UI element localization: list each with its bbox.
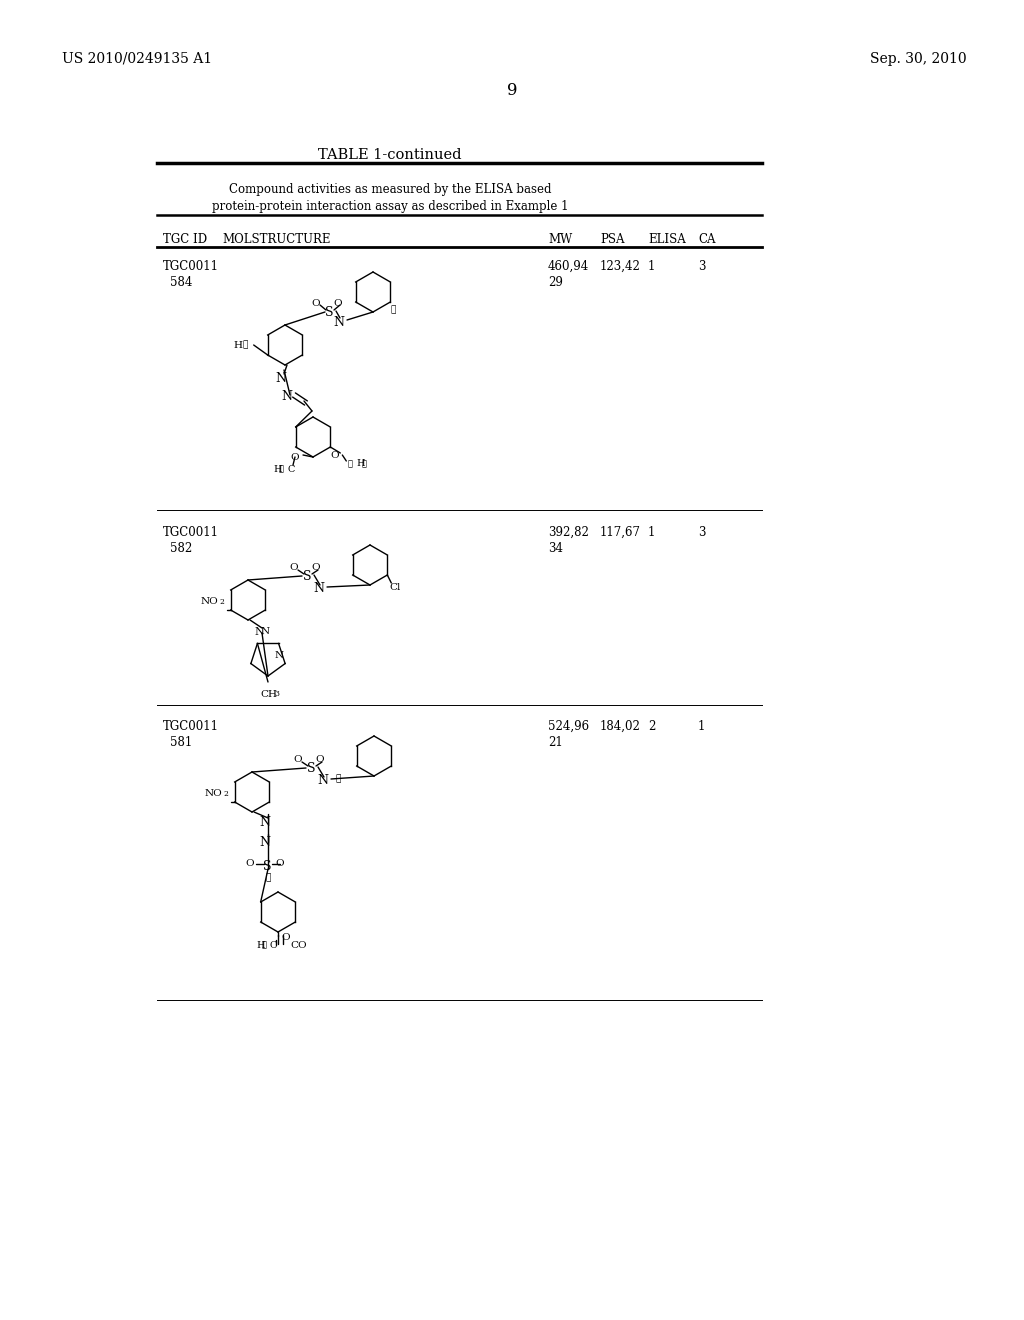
Text: S: S	[307, 763, 315, 776]
Text: S: S	[303, 570, 311, 583]
Text: C: C	[270, 940, 278, 949]
Text: O: O	[334, 298, 342, 308]
Text: 3: 3	[698, 525, 706, 539]
Text: 9: 9	[507, 82, 517, 99]
Text: 584: 584	[170, 276, 193, 289]
Text: 2: 2	[648, 719, 655, 733]
Text: 3: 3	[698, 260, 706, 273]
Text: S: S	[325, 306, 333, 319]
Text: 582: 582	[170, 543, 193, 554]
Text: ☉: ☉	[335, 775, 341, 784]
Text: TGC0011: TGC0011	[163, 719, 219, 733]
Text: O: O	[315, 755, 325, 764]
Text: O: O	[330, 451, 339, 461]
Text: ☉: ☉	[361, 459, 367, 469]
Text: Cl: Cl	[389, 582, 400, 591]
Text: S: S	[263, 861, 271, 874]
Text: 123,42: 123,42	[600, 260, 641, 273]
Text: NO: NO	[205, 789, 222, 799]
Text: O: O	[311, 564, 321, 573]
Text: ☉: ☉	[261, 941, 266, 949]
Text: ☉: ☉	[265, 874, 270, 883]
Text: TABLE 1-continued: TABLE 1-continued	[318, 148, 462, 162]
Text: NO: NO	[201, 598, 218, 606]
Text: N: N	[313, 582, 325, 595]
Text: N: N	[274, 651, 284, 660]
Text: CO: CO	[290, 940, 306, 949]
Text: 460,94: 460,94	[548, 260, 589, 273]
Text: TGC0011: TGC0011	[163, 260, 219, 273]
Text: ELISA: ELISA	[648, 234, 686, 246]
Text: ☉: ☉	[243, 341, 249, 350]
Text: N: N	[259, 836, 270, 849]
Text: 524,96: 524,96	[548, 719, 589, 733]
Text: ☉: ☉	[390, 305, 396, 314]
Text: O: O	[291, 454, 299, 462]
Text: 1: 1	[698, 719, 706, 733]
Text: 3: 3	[274, 690, 279, 698]
Text: N: N	[282, 391, 293, 404]
Text: TGC ID: TGC ID	[163, 234, 207, 246]
Text: 1: 1	[648, 525, 655, 539]
Text: protein-protein interaction assay as described in Example 1: protein-protein interaction assay as des…	[212, 201, 568, 213]
Text: MOLSTRUCTURE: MOLSTRUCTURE	[222, 234, 331, 246]
Text: Compound activities as measured by the ELISA based: Compound activities as measured by the E…	[228, 183, 551, 195]
Text: C: C	[288, 465, 295, 474]
Text: PSA: PSA	[600, 234, 625, 246]
Text: O: O	[281, 933, 290, 942]
Text: CH: CH	[260, 690, 278, 700]
Text: ☉: ☉	[348, 459, 353, 469]
Text: N: N	[259, 816, 270, 829]
Text: N: N	[275, 371, 287, 384]
Text: 21: 21	[548, 737, 563, 748]
Text: Sep. 30, 2010: Sep. 30, 2010	[870, 51, 967, 66]
Text: 392,82: 392,82	[548, 525, 589, 539]
Text: H: H	[356, 459, 365, 469]
Text: 29: 29	[548, 276, 563, 289]
Text: O: O	[294, 755, 302, 764]
Text: H: H	[233, 341, 243, 350]
Text: N: N	[334, 315, 344, 329]
Text: US 2010/0249135 A1: US 2010/0249135 A1	[62, 51, 212, 66]
Text: O: O	[275, 859, 285, 869]
Text: N: N	[254, 627, 264, 638]
Text: H: H	[256, 940, 264, 949]
Text: N: N	[317, 775, 329, 788]
Text: CA: CA	[698, 234, 716, 246]
Text: 34: 34	[548, 543, 563, 554]
Text: TGC0011: TGC0011	[163, 525, 219, 539]
Text: N: N	[260, 627, 269, 636]
Text: O: O	[311, 298, 321, 308]
Text: 117,67: 117,67	[600, 525, 641, 539]
Text: ☉: ☉	[279, 465, 284, 473]
Text: O: O	[246, 859, 254, 869]
Text: O: O	[290, 564, 298, 573]
Text: 184,02: 184,02	[600, 719, 641, 733]
Text: 2: 2	[220, 598, 224, 606]
Text: 2: 2	[223, 789, 228, 799]
Text: 1: 1	[648, 260, 655, 273]
Text: 581: 581	[170, 737, 193, 748]
Text: MW: MW	[548, 234, 572, 246]
Text: H: H	[273, 465, 282, 474]
